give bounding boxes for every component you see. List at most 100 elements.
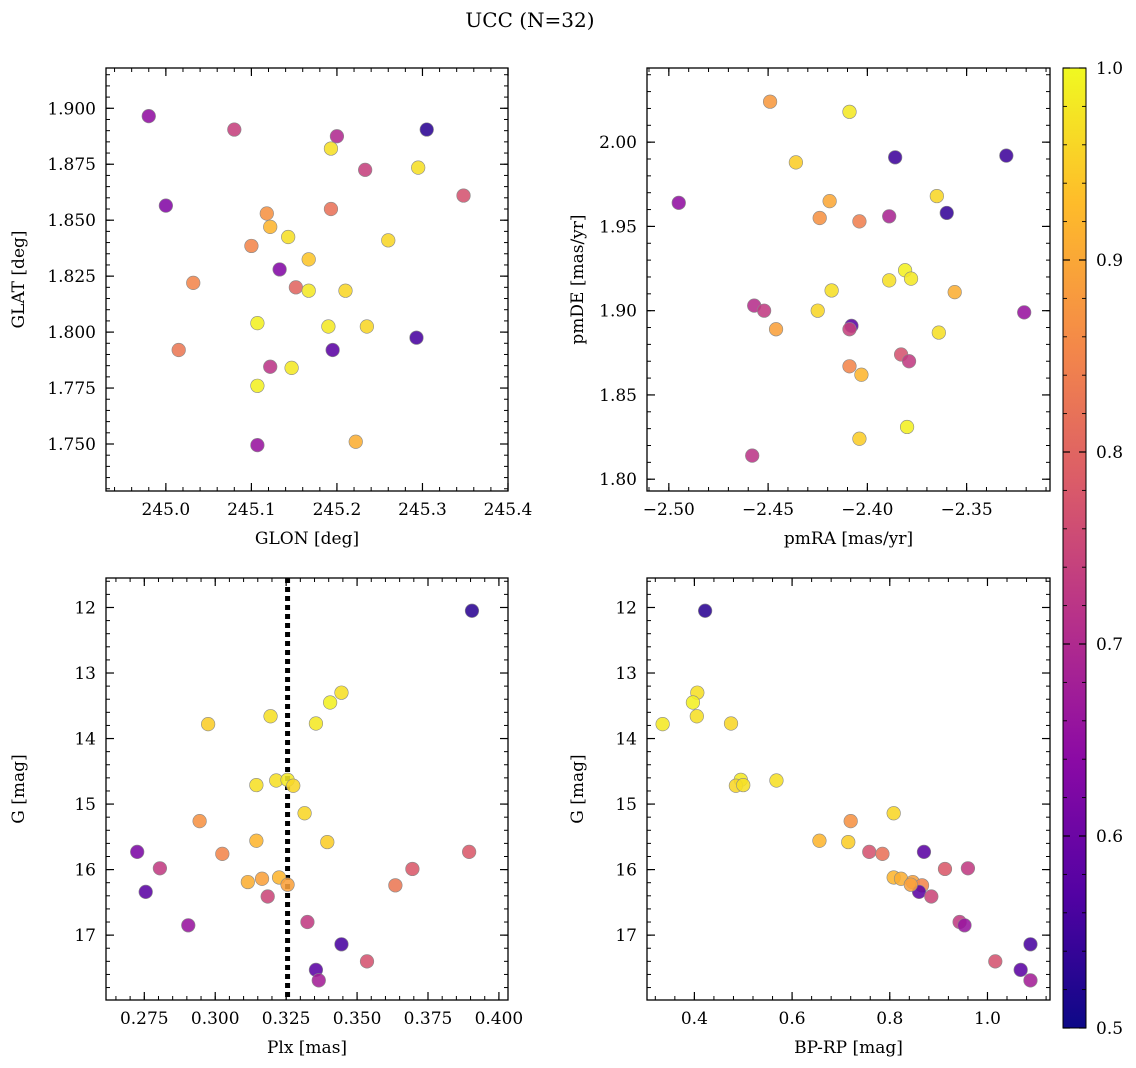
- data-point: [186, 275, 201, 290]
- data-point: [130, 844, 145, 860]
- data-point: [323, 201, 339, 217]
- x-tick-label: 0.325: [262, 1009, 311, 1029]
- x-tick-label: 0.400: [475, 1009, 524, 1029]
- y-tick-label: 15: [74, 795, 96, 815]
- y-tick-label: 1.850: [47, 211, 96, 231]
- data-point: [843, 814, 858, 829]
- data-point: [854, 367, 869, 382]
- data-point: [338, 283, 353, 298]
- data-point: [250, 316, 265, 331]
- data-point: [999, 148, 1014, 163]
- y-tick-label: 15: [615, 795, 637, 815]
- x-tick-label: 1.0: [974, 1009, 1001, 1029]
- data-point: [300, 914, 315, 930]
- data-point: [325, 342, 340, 358]
- data-point: [882, 209, 897, 224]
- data-point: [263, 359, 278, 374]
- data-point: [171, 342, 186, 358]
- data-point: [456, 188, 471, 203]
- axes-frame: [105, 577, 509, 1001]
- data-point: [842, 104, 857, 119]
- data-point: [321, 319, 336, 334]
- y-tick-label: 16: [615, 861, 637, 881]
- x-axis-label: Plx [mas]: [267, 1038, 347, 1058]
- data-point: [263, 219, 278, 235]
- data-point: [937, 861, 953, 877]
- data-point: [348, 434, 363, 449]
- colorbar: 0.5 0.6 0.7 0.8 0.9 1.0: [1062, 59, 1123, 1039]
- data-point: [419, 122, 434, 137]
- data-point: [916, 844, 932, 860]
- y-tick-label: 1.875: [47, 155, 96, 175]
- data-point: [284, 360, 299, 376]
- data-point: [671, 195, 686, 210]
- data-point: [810, 303, 825, 318]
- x-tick-label: 0.6: [779, 1009, 806, 1029]
- data-point: [903, 877, 918, 892]
- y-tick-label: 1.825: [47, 267, 96, 287]
- panel-plx-g: 0.275 0.300 0.325 0.350 0.375 0.400 12 13 14 15 16…: [9, 577, 524, 1058]
- data-point: [655, 717, 670, 732]
- data-point: [689, 709, 704, 724]
- data-point: [201, 717, 216, 732]
- y-tick-label: 14: [74, 730, 96, 750]
- data-point: [411, 160, 426, 175]
- data-point: [901, 354, 917, 369]
- y-tick-label: 14: [615, 730, 637, 750]
- x-axis-label: BP-RP [mag]: [794, 1038, 903, 1058]
- y-tick-label: 1.95: [599, 217, 637, 237]
- data-point: [409, 330, 424, 345]
- data-point: [788, 155, 803, 170]
- data-point: [138, 884, 153, 899]
- data-point: [152, 861, 168, 876]
- data-point: [464, 603, 480, 618]
- colorbar-tick-label: 1.0: [1096, 59, 1123, 79]
- x-tick-label: 245.3: [398, 500, 447, 520]
- data-point: [769, 773, 784, 788]
- data-point: [736, 777, 751, 793]
- data-point: [1013, 962, 1028, 977]
- data-point: [931, 325, 946, 340]
- panel-bprp-g: 0.4 0.6 0.8 1.0 12 13 14 15 16 17 BP-RP [mag] G [ma…: [568, 577, 1051, 1058]
- y-axis-label: pmDE [mas/yr]: [568, 214, 588, 344]
- x-tick-label: −2.50: [643, 500, 695, 520]
- data-point: [888, 150, 903, 165]
- x-tick-label: 0.375: [404, 1009, 453, 1029]
- colorbar-tick-label: 0.7: [1096, 635, 1123, 655]
- x-tick-label: 0.8: [876, 1009, 903, 1029]
- data-point: [405, 861, 420, 877]
- data-point: [263, 709, 278, 724]
- data-point: [824, 283, 839, 298]
- x-tick-label: 0.275: [120, 1009, 169, 1029]
- data-point: [1023, 973, 1038, 988]
- data-point: [886, 806, 901, 821]
- data-point: [260, 889, 275, 904]
- data-point: [281, 229, 296, 245]
- data-point: [323, 695, 338, 710]
- data-point: [812, 833, 827, 848]
- y-tick-label: 1.775: [47, 379, 96, 399]
- data-point: [334, 937, 349, 952]
- y-tick-label: 17: [74, 926, 96, 946]
- data-point: [685, 695, 701, 710]
- data-point: [311, 973, 326, 988]
- data-point: [334, 685, 349, 700]
- x-tick-label: 245.4: [484, 500, 533, 520]
- data-point: [215, 846, 230, 861]
- data-point: [698, 603, 713, 618]
- x-tick-label: 0.4: [681, 1009, 708, 1029]
- data-point: [329, 129, 345, 144]
- data-point: [957, 918, 972, 933]
- data-point: [768, 322, 784, 337]
- data-point: [250, 378, 265, 393]
- data-point: [947, 285, 962, 300]
- data-point: [1017, 305, 1032, 320]
- data-point: [280, 877, 295, 892]
- data-point: [358, 162, 373, 177]
- y-tick-label: 12: [74, 598, 96, 618]
- y-tick-label: 2.00: [599, 133, 637, 153]
- data-point: [359, 954, 375, 969]
- data-point: [272, 262, 287, 277]
- data-point: [960, 861, 976, 876]
- y-axis-label: G [mag]: [9, 754, 29, 823]
